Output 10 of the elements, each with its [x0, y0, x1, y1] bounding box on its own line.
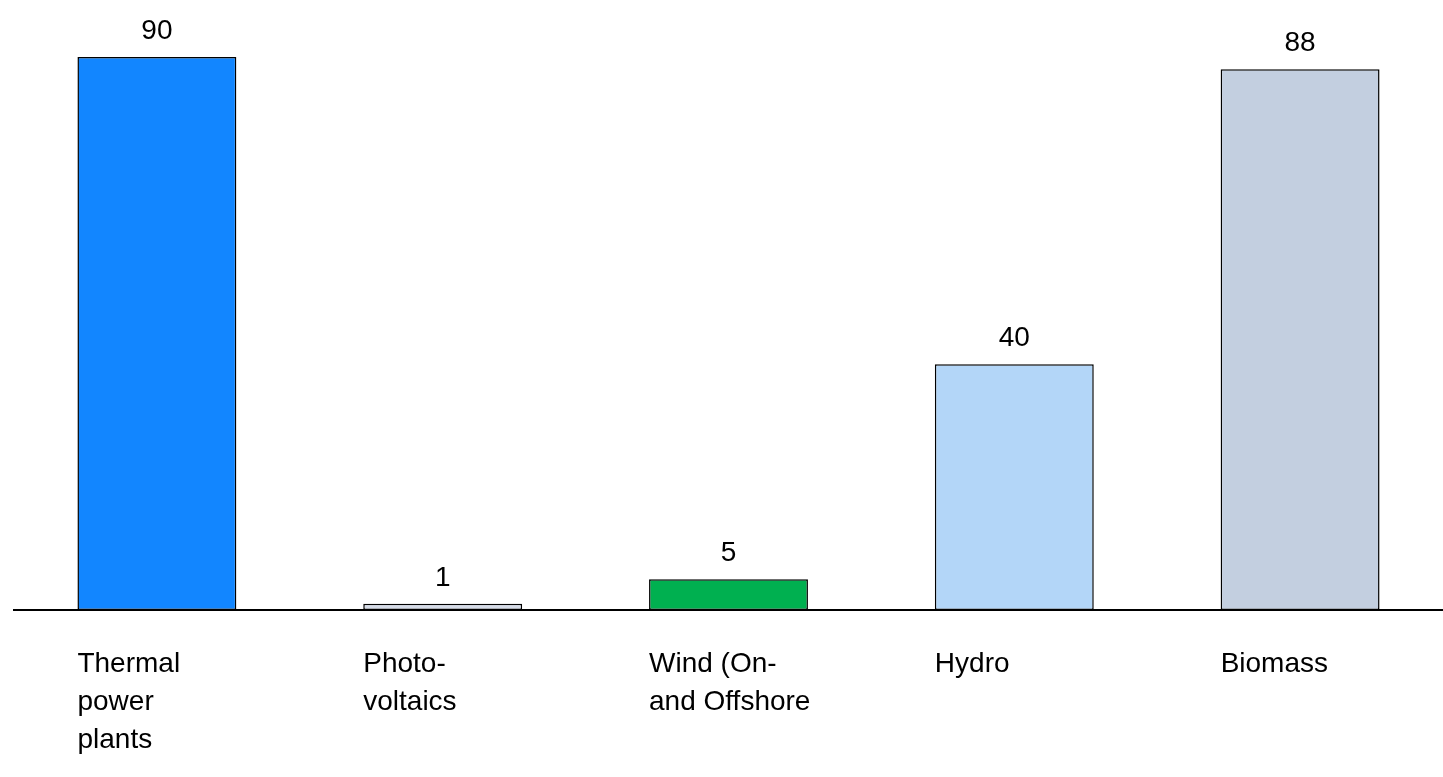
data-label: 40 [998, 320, 1030, 352]
data-label: 5 [720, 536, 737, 567]
x-tick-label: Hydro [934, 646, 1010, 678]
x-tick-label: Biomass [1220, 646, 1329, 678]
x-tick-label: Photo- voltaics [363, 646, 457, 716]
x-tick-label: Wind (On- and Offshore [649, 646, 811, 716]
x-tick-label: Thermal power plants [77, 646, 181, 754]
data-label: 90 [141, 13, 173, 45]
data-label: 1 [434, 560, 451, 592]
data-label: 88 [1284, 26, 1316, 58]
